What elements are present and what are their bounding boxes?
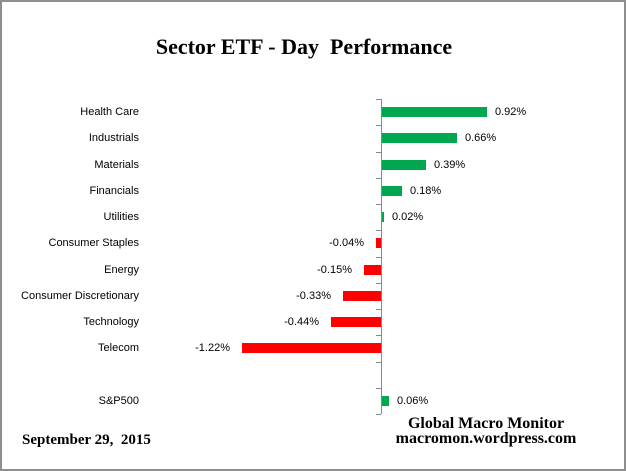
- category-label: Utilities: [103, 211, 139, 223]
- value-label: -0.33%: [296, 290, 331, 302]
- value-label: -0.15%: [317, 264, 352, 276]
- bar: [382, 212, 384, 222]
- axis-tick: [376, 309, 381, 310]
- axis-tick: [376, 125, 381, 126]
- value-label: 0.06%: [397, 395, 429, 407]
- bar: [364, 265, 381, 275]
- footer-date: September 29, 2015: [22, 432, 151, 448]
- category-label: Energy: [104, 264, 139, 276]
- value-label: -0.04%: [329, 237, 364, 249]
- axis-tick: [376, 335, 381, 336]
- category-label: Telecom: [98, 342, 139, 354]
- value-label: -1.22%: [195, 342, 230, 354]
- value-label: 0.39%: [434, 159, 466, 171]
- axis-tick: [376, 362, 381, 363]
- source-name: Global Macro Monitor: [407, 415, 565, 432]
- bar: [382, 186, 402, 196]
- footer-source: Global Macro Monitor macromon.wordpress.…: [376, 415, 596, 447]
- category-label: Consumer Staples: [48, 237, 140, 249]
- value-label: 0.18%: [410, 185, 442, 197]
- bar: [382, 396, 389, 406]
- bar: [343, 291, 381, 301]
- bar: [242, 343, 381, 353]
- axis-tick: [376, 204, 381, 205]
- bar: [382, 133, 457, 143]
- value-label: 0.66%: [465, 132, 497, 144]
- axis-tick: [376, 257, 381, 258]
- axis-tick: [376, 414, 381, 415]
- bar: [382, 107, 487, 117]
- axis-tick: [376, 283, 381, 284]
- category-label: Materials: [94, 159, 139, 171]
- axis-tick: [376, 152, 381, 153]
- bar: [331, 317, 381, 327]
- value-label: 0.02%: [392, 211, 424, 223]
- category-label: Financials: [89, 185, 139, 197]
- source-url: macromon.wordpress.com: [395, 430, 577, 447]
- category-axis-line: [381, 99, 382, 414]
- category-label: Industrials: [88, 132, 139, 144]
- category-label: Consumer Discretionary: [21, 290, 139, 302]
- axis-tick: [376, 388, 381, 389]
- axis-tick: [376, 99, 381, 100]
- value-label: -0.44%: [284, 316, 319, 328]
- value-label: 0.92%: [495, 106, 527, 118]
- axis-tick: [376, 230, 381, 231]
- chart-title: Sector ETF - Day Performance: [155, 34, 453, 59]
- category-label: S&P500: [98, 395, 139, 407]
- bar: [376, 238, 381, 248]
- category-label: Health Care: [80, 106, 139, 118]
- axis-tick: [376, 178, 381, 179]
- category-label: Technology: [83, 316, 139, 328]
- bar: [382, 160, 426, 170]
